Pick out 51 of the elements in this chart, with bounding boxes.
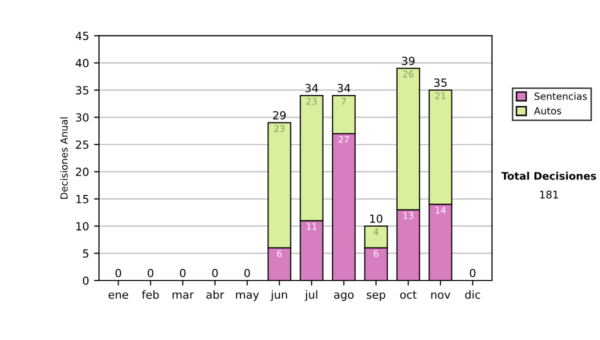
total-label: 34	[338, 84, 350, 92]
y-tick-label: 10	[76, 222, 89, 230]
data-label: 23	[306, 98, 317, 105]
x-tick-label: oct	[400, 290, 417, 299]
text: 181	[540, 190, 558, 199]
text: Total Decisiones	[501, 172, 596, 180]
y-tick-label: 20	[76, 168, 89, 176]
x-tick-label: jun	[270, 290, 288, 301]
total-label: 0	[116, 268, 122, 278]
total-label: 29	[273, 111, 286, 120]
data-label: 6	[374, 250, 378, 258]
data-label: 11	[306, 223, 317, 230]
data-label: 13	[403, 212, 414, 219]
x-tick-label: mar	[172, 292, 194, 299]
y-tick-label: 5	[83, 249, 88, 258]
y-tick-label: 35	[76, 86, 88, 94]
y-tick-label: 30	[76, 113, 89, 122]
total-label: 35	[434, 78, 447, 87]
data-label: 26	[403, 70, 414, 78]
x-tick-label: jul	[304, 290, 318, 301]
total-label: 0	[470, 268, 476, 278]
data-label: 4	[374, 228, 378, 236]
data-label: 23	[274, 125, 284, 132]
y-tick-label: 0	[82, 276, 89, 285]
total-label: 0	[148, 268, 154, 278]
total-label: 39	[402, 56, 415, 66]
data-label: 27	[338, 136, 349, 143]
total-label: 0	[244, 268, 250, 278]
data-label: 14	[436, 206, 446, 214]
y-axis-title: Decisiones Anual	[60, 117, 68, 199]
x-tick-label: ene	[108, 292, 128, 299]
y-tick-label: 45	[76, 32, 88, 40]
x-tick-label: ago	[334, 292, 354, 301]
total-label: 10	[370, 214, 382, 223]
x-tick-label: dic	[465, 290, 480, 299]
x-tick-label: feb	[142, 290, 159, 299]
legend-label: Sentencias	[534, 92, 587, 100]
y-tick-label: 40	[76, 58, 89, 68]
total-label: 0	[212, 268, 218, 278]
data-label: 21	[435, 92, 446, 100]
y-tick-label: 25	[76, 140, 88, 149]
data-label: 7	[342, 98, 346, 105]
y-tick-label: 15	[76, 195, 88, 204]
total-label: 34	[305, 84, 318, 92]
total-label: 0	[180, 268, 186, 278]
x-tick-label: may	[236, 292, 259, 301]
x-tick-label: sep	[366, 292, 386, 301]
x-tick-label: nov	[431, 292, 450, 299]
x-tick-label: abr	[206, 290, 224, 299]
data-label: 6	[277, 250, 282, 258]
legend-label: Autos	[534, 107, 562, 114]
